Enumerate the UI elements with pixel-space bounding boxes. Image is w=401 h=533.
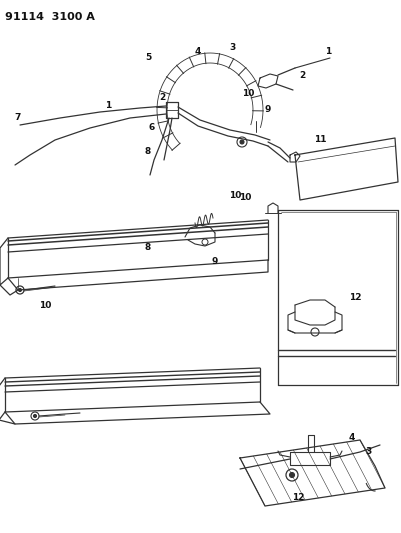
Text: 2: 2 [159, 93, 165, 102]
Text: 9: 9 [265, 106, 271, 115]
Text: 7: 7 [15, 114, 21, 123]
Text: 4: 4 [349, 433, 355, 442]
Text: 10: 10 [229, 190, 241, 199]
Text: 10: 10 [239, 193, 251, 203]
Circle shape [240, 140, 244, 144]
Text: 6: 6 [149, 124, 155, 133]
Text: 11: 11 [314, 135, 326, 144]
Circle shape [34, 415, 36, 417]
Text: 9: 9 [212, 257, 218, 266]
Text: 91114  3100 A: 91114 3100 A [5, 12, 95, 22]
Text: 10: 10 [39, 301, 51, 310]
Text: 12: 12 [292, 494, 304, 503]
Circle shape [18, 288, 22, 292]
Text: 10: 10 [242, 88, 254, 98]
Text: 3: 3 [229, 44, 235, 52]
Text: 1: 1 [105, 101, 111, 109]
Text: 8: 8 [145, 244, 151, 253]
Text: 12: 12 [349, 294, 361, 303]
Text: 3: 3 [365, 448, 371, 456]
Text: 4: 4 [195, 47, 201, 56]
Text: 2: 2 [299, 70, 305, 79]
Text: 8: 8 [145, 148, 151, 157]
Circle shape [290, 472, 294, 478]
Text: 1: 1 [325, 47, 331, 56]
Text: 5: 5 [145, 53, 151, 62]
